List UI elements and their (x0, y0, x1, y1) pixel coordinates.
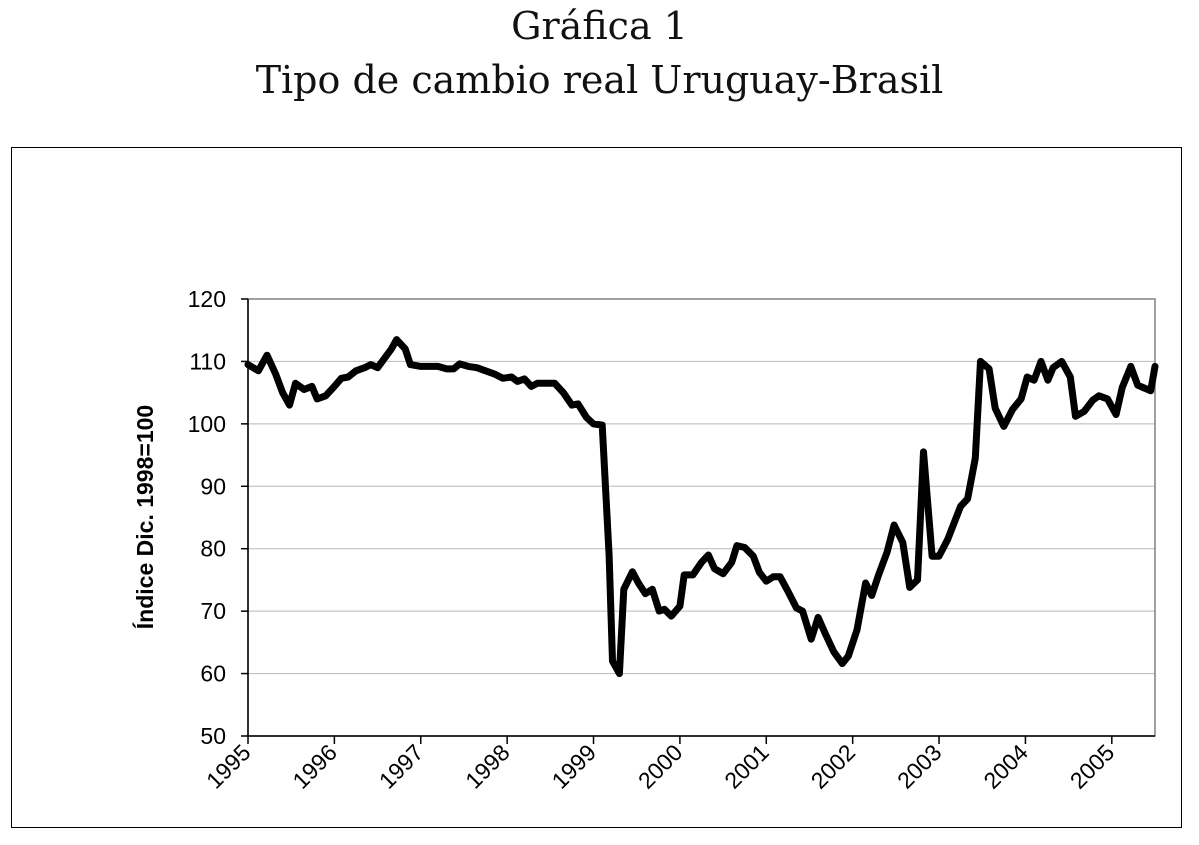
y-tick-label-50: 50 (200, 723, 226, 749)
chart-subtitle: Tipo de cambio real Uruguay-Brasil (255, 58, 944, 102)
x-tick-label-1997: 1997 (374, 739, 429, 794)
x-tick-label-2005: 2005 (1065, 739, 1120, 794)
y-tick-label-90: 90 (200, 473, 226, 499)
x-tick-label-2002: 2002 (806, 739, 861, 794)
y-axis-title: Índice Dic. 1998=100 (131, 405, 158, 629)
series-line-0 (244, 336, 1159, 678)
y-tick-label-70: 70 (200, 598, 226, 624)
x-tick-label-2003: 2003 (892, 739, 947, 794)
axes (241, 298, 1155, 744)
y-tick-label-100: 100 (188, 411, 226, 437)
y-tick-label-120: 120 (188, 286, 226, 312)
x-tick-label-2001: 2001 (719, 739, 774, 794)
chart-title: Gráfica 1 (511, 4, 688, 48)
x-tick-label-2004: 2004 (978, 739, 1033, 794)
series-layer (244, 336, 1159, 678)
gridlines (248, 360, 1155, 675)
x-tick-label-1996: 1996 (287, 739, 342, 794)
x-tick-label-1998: 1998 (460, 739, 515, 794)
x-tick-label-2000: 2000 (633, 739, 688, 794)
y-tick-label-110: 110 (189, 348, 226, 374)
chart-frame (11, 147, 1182, 828)
y-tick-label-80: 80 (200, 536, 226, 562)
y-tick-label-60: 60 (200, 661, 226, 687)
x-tick-label-1999: 1999 (546, 739, 601, 794)
